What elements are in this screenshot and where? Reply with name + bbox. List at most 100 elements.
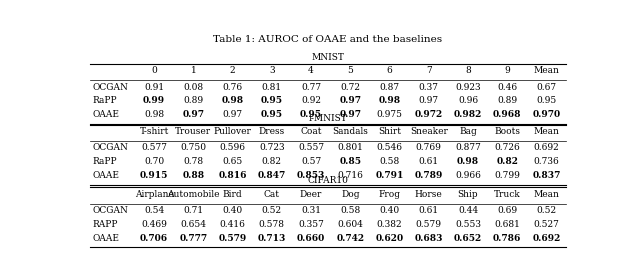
Text: 0.44: 0.44 bbox=[458, 206, 478, 215]
Text: 0.660: 0.660 bbox=[297, 234, 325, 243]
Text: 0.89: 0.89 bbox=[183, 96, 204, 105]
Text: 0.87: 0.87 bbox=[380, 83, 399, 92]
Text: Airplane: Airplane bbox=[135, 190, 173, 199]
Text: OAAE: OAAE bbox=[92, 110, 120, 119]
Text: 0.553: 0.553 bbox=[455, 220, 481, 229]
Text: 0.416: 0.416 bbox=[220, 220, 246, 229]
Text: 0.52: 0.52 bbox=[262, 206, 282, 215]
Text: 0.37: 0.37 bbox=[419, 83, 439, 92]
Text: 0.98: 0.98 bbox=[144, 110, 164, 119]
Text: 0.579: 0.579 bbox=[416, 220, 442, 229]
Text: 0.692: 0.692 bbox=[532, 234, 561, 243]
Text: 0.579: 0.579 bbox=[218, 234, 247, 243]
Text: 0.52: 0.52 bbox=[536, 206, 557, 215]
Text: 0.97: 0.97 bbox=[419, 96, 439, 105]
Text: 0.98: 0.98 bbox=[457, 157, 479, 166]
Text: CIFAR10: CIFAR10 bbox=[308, 176, 348, 185]
Text: Mean: Mean bbox=[534, 66, 559, 75]
Text: RAPP: RAPP bbox=[92, 220, 118, 229]
Text: 0.652: 0.652 bbox=[454, 234, 482, 243]
Text: 0.578: 0.578 bbox=[259, 220, 285, 229]
Text: 0.654: 0.654 bbox=[180, 220, 207, 229]
Text: 0.46: 0.46 bbox=[497, 83, 517, 92]
Text: 0.65: 0.65 bbox=[223, 157, 243, 166]
Text: 0: 0 bbox=[151, 66, 157, 75]
Text: Trouser: Trouser bbox=[175, 127, 211, 136]
Text: 0.08: 0.08 bbox=[183, 83, 204, 92]
Text: 0.81: 0.81 bbox=[262, 83, 282, 92]
Text: Cat: Cat bbox=[264, 190, 280, 199]
Text: 0.67: 0.67 bbox=[536, 83, 557, 92]
Text: 0.791: 0.791 bbox=[376, 171, 404, 180]
Text: Deer: Deer bbox=[300, 190, 323, 199]
Text: 0.95: 0.95 bbox=[536, 96, 557, 105]
Text: Shirt: Shirt bbox=[378, 127, 401, 136]
Text: 0.769: 0.769 bbox=[416, 143, 442, 152]
Text: 0.95: 0.95 bbox=[300, 110, 322, 119]
Text: Bag: Bag bbox=[459, 127, 477, 136]
Text: 0.61: 0.61 bbox=[419, 206, 439, 215]
Text: 0.527: 0.527 bbox=[534, 220, 559, 229]
Text: OCGAN: OCGAN bbox=[92, 143, 128, 152]
Text: 0.88: 0.88 bbox=[182, 171, 204, 180]
Text: 0.982: 0.982 bbox=[454, 110, 482, 119]
Text: 0.70: 0.70 bbox=[144, 157, 164, 166]
Text: 0.801: 0.801 bbox=[337, 143, 364, 152]
Text: OAAE: OAAE bbox=[92, 171, 120, 180]
Text: 0.96: 0.96 bbox=[458, 96, 478, 105]
Text: 0.97: 0.97 bbox=[182, 110, 204, 119]
Text: 0.76: 0.76 bbox=[223, 83, 243, 92]
Text: 0.97: 0.97 bbox=[223, 110, 243, 119]
Text: 0.777: 0.777 bbox=[179, 234, 207, 243]
Text: 8: 8 bbox=[465, 66, 471, 75]
Text: RaPP: RaPP bbox=[92, 157, 117, 166]
Text: 0.750: 0.750 bbox=[180, 143, 207, 152]
Text: 0.706: 0.706 bbox=[140, 234, 168, 243]
Text: 0.40: 0.40 bbox=[380, 206, 399, 215]
Text: 0.853: 0.853 bbox=[297, 171, 325, 180]
Text: 0.923: 0.923 bbox=[455, 83, 481, 92]
Text: 0.877: 0.877 bbox=[455, 143, 481, 152]
Text: Dress: Dress bbox=[259, 127, 285, 136]
Text: 0.837: 0.837 bbox=[532, 171, 561, 180]
Text: OCGAN: OCGAN bbox=[92, 83, 128, 92]
Text: f-MNIST: f-MNIST bbox=[308, 114, 348, 123]
Text: 0.77: 0.77 bbox=[301, 83, 321, 92]
Text: 0.469: 0.469 bbox=[141, 220, 167, 229]
Text: Sneaker: Sneaker bbox=[410, 127, 448, 136]
Text: 0.92: 0.92 bbox=[301, 96, 321, 105]
Text: 0.85: 0.85 bbox=[339, 157, 362, 166]
Text: 1: 1 bbox=[191, 66, 196, 75]
Text: Sandals: Sandals bbox=[332, 127, 368, 136]
Text: 0.716: 0.716 bbox=[337, 171, 364, 180]
Text: 0.742: 0.742 bbox=[336, 234, 364, 243]
Text: 0.357: 0.357 bbox=[298, 220, 324, 229]
Text: 0.40: 0.40 bbox=[223, 206, 243, 215]
Text: 0.736: 0.736 bbox=[534, 157, 559, 166]
Text: Truck: Truck bbox=[494, 190, 520, 199]
Text: RaPP: RaPP bbox=[92, 96, 117, 105]
Text: 0.692: 0.692 bbox=[534, 143, 559, 152]
Text: 0.620: 0.620 bbox=[376, 234, 404, 243]
Text: 0.72: 0.72 bbox=[340, 83, 360, 92]
Text: Horse: Horse bbox=[415, 190, 443, 199]
Text: 0.596: 0.596 bbox=[220, 143, 246, 152]
Text: 0.723: 0.723 bbox=[259, 143, 285, 152]
Text: 0.970: 0.970 bbox=[532, 110, 561, 119]
Text: Frog: Frog bbox=[378, 190, 401, 199]
Text: 0.683: 0.683 bbox=[415, 234, 443, 243]
Text: 0.89: 0.89 bbox=[497, 96, 517, 105]
Text: Coat: Coat bbox=[300, 127, 322, 136]
Text: 0.972: 0.972 bbox=[415, 110, 443, 119]
Text: 0.95: 0.95 bbox=[261, 96, 283, 105]
Text: 6: 6 bbox=[387, 66, 392, 75]
Text: 3: 3 bbox=[269, 66, 275, 75]
Text: 0.382: 0.382 bbox=[377, 220, 403, 229]
Text: 9: 9 bbox=[504, 66, 510, 75]
Text: 0.816: 0.816 bbox=[218, 171, 247, 180]
Text: 0.975: 0.975 bbox=[376, 110, 403, 119]
Text: 0.713: 0.713 bbox=[258, 234, 286, 243]
Text: 0.82: 0.82 bbox=[262, 157, 282, 166]
Text: 0.54: 0.54 bbox=[144, 206, 164, 215]
Text: Bird: Bird bbox=[223, 190, 243, 199]
